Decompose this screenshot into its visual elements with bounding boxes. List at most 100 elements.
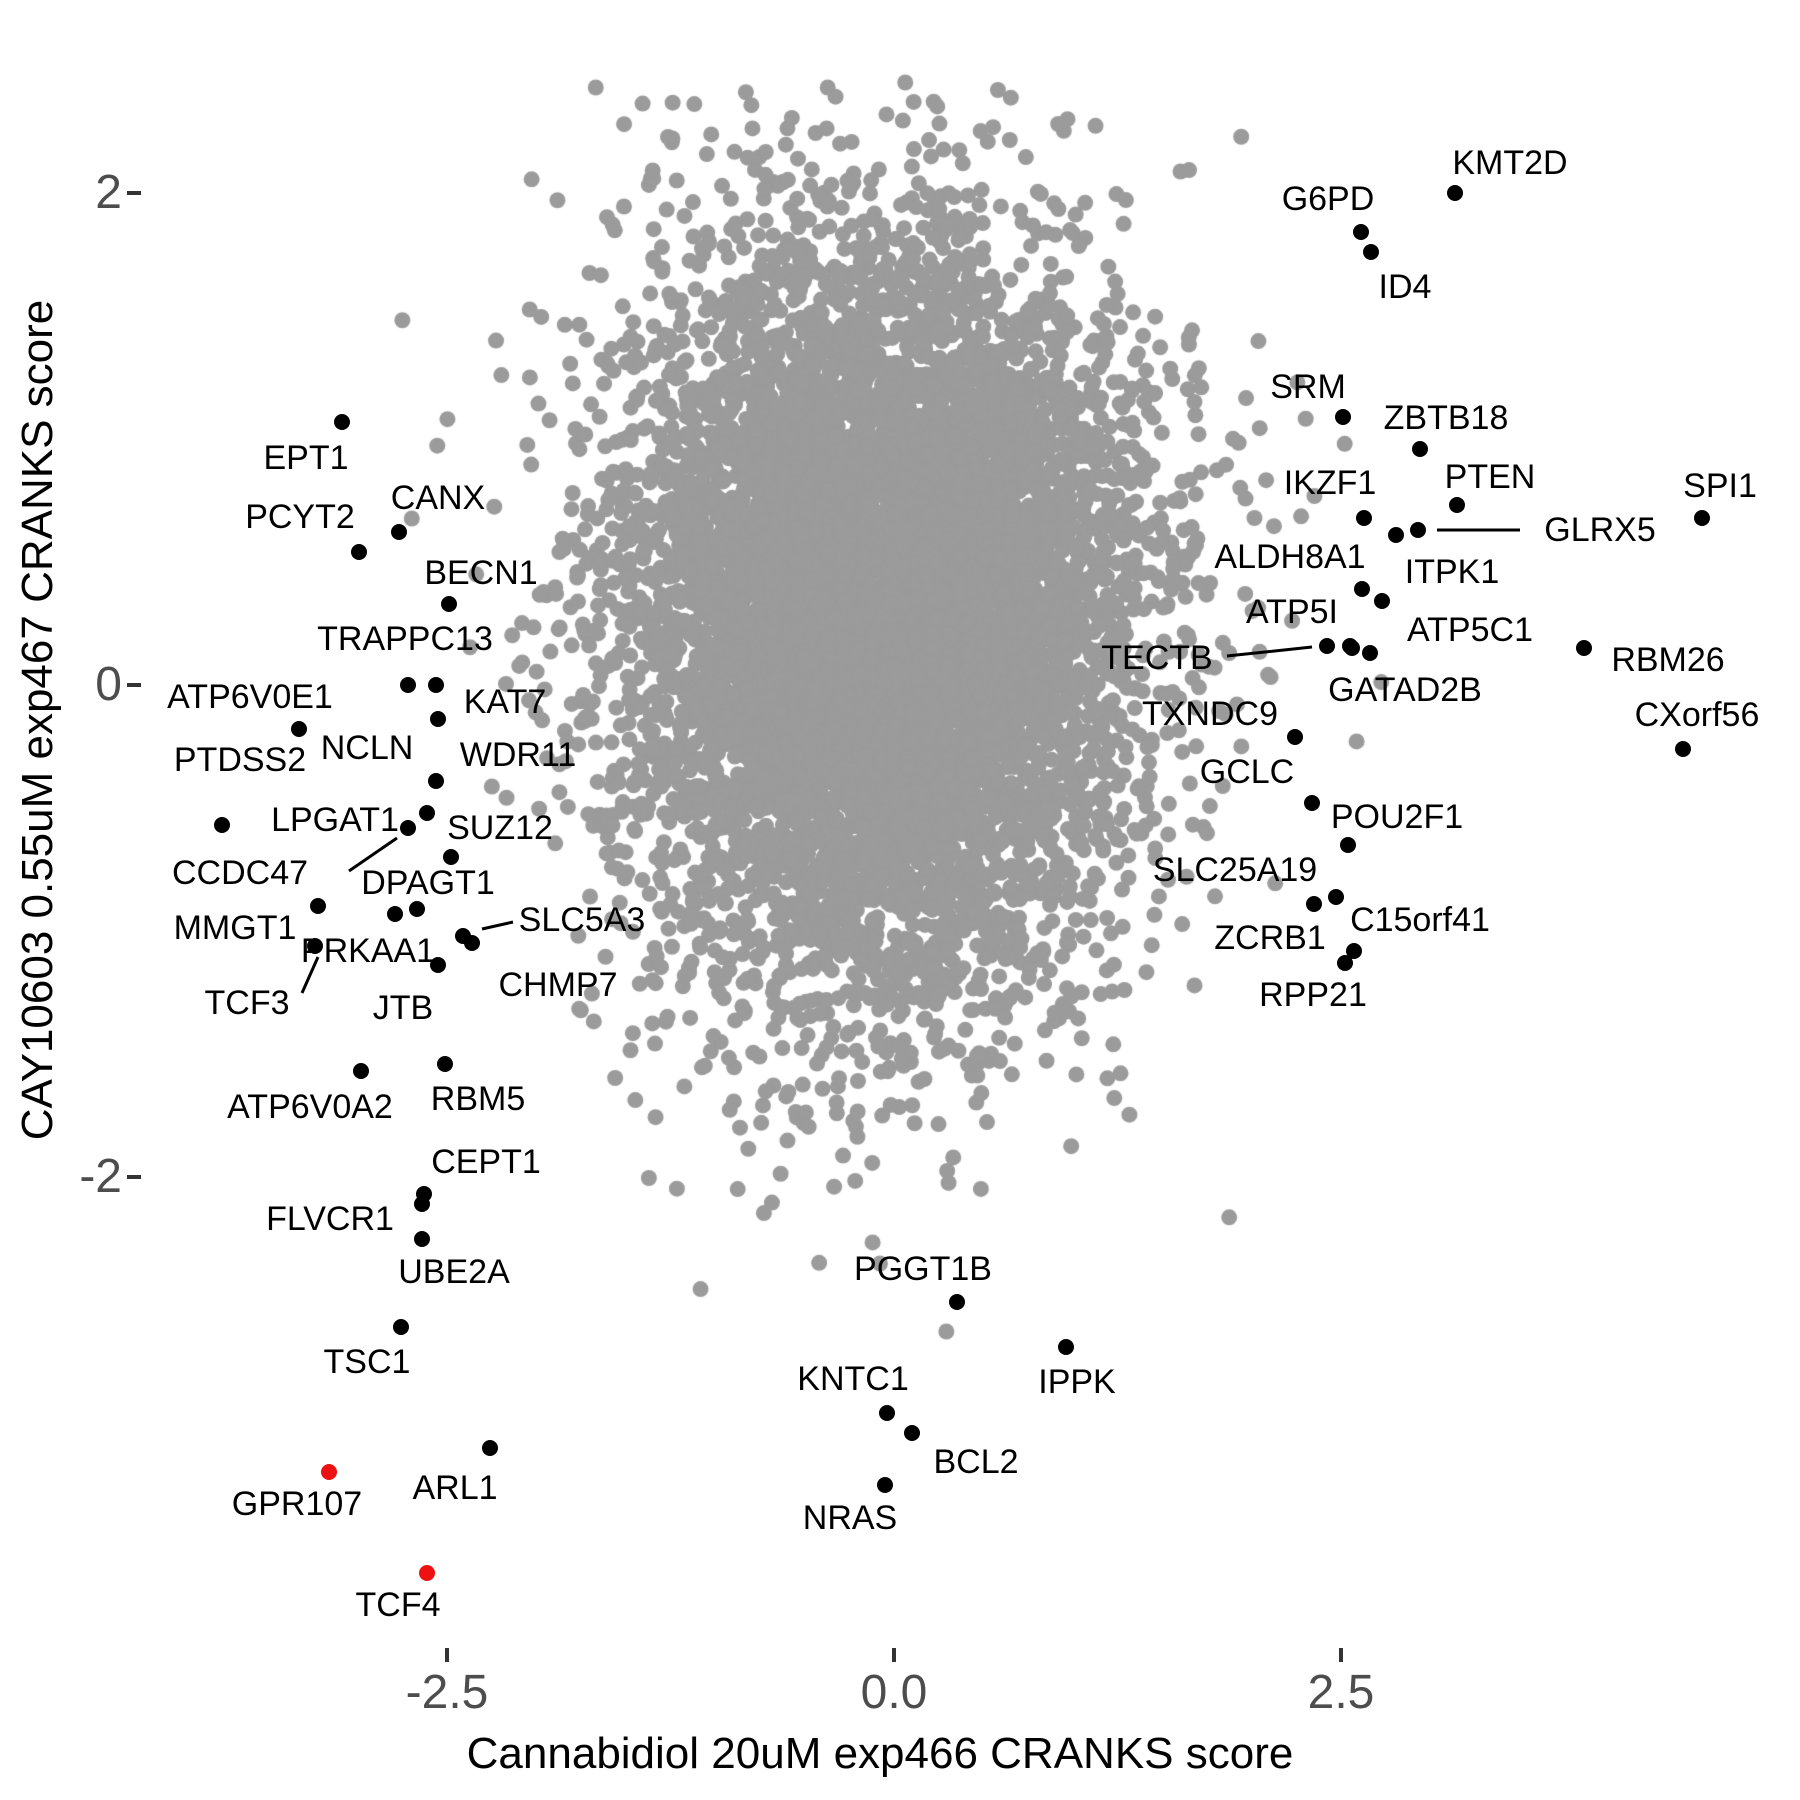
gene-point-ALDH8A1 — [1354, 581, 1371, 598]
gene-label-KNTC1: KNTC1 — [797, 1360, 909, 1398]
gene-label-CEPT1: CEPT1 — [431, 1143, 541, 1181]
gene-label-WDR11: WDR11 — [459, 736, 577, 774]
x-axis-tick-label-2.5: 2.5 — [1307, 1666, 1375, 1719]
gene-point-GCLC — [1304, 795, 1321, 812]
gene-label-ATP5C1: ATP5C1 — [1407, 611, 1533, 649]
x-axis-title: Cannabidiol 20uM exp466 CRANKS score — [466, 1729, 1294, 1778]
gene-point-JTB — [430, 957, 447, 974]
gene-label-G6PD: G6PD — [1281, 180, 1375, 218]
gene-point-CHMP7 — [464, 935, 481, 952]
gene-label-ATP5I: ATP5I — [1246, 593, 1338, 631]
gene-label-LPGAT1: LPGAT1 — [271, 801, 399, 839]
gene-point-TCF3 — [306, 937, 323, 954]
gene-point-EPT1 — [333, 413, 350, 430]
gene-point-UBE2A — [413, 1230, 430, 1247]
x-axis-tick-0.0 — [892, 1648, 896, 1662]
gene-point-DPAGT1 — [408, 900, 425, 917]
gene-label-ARL1: ARL1 — [412, 1469, 498, 1507]
gene-label-ZBTB18: ZBTB18 — [1383, 399, 1509, 437]
gene-point-CXorf56 — [1674, 740, 1691, 757]
gene-label-CCDC47: CCDC47 — [171, 854, 309, 892]
gene-label-EPT1: EPT1 — [263, 439, 349, 477]
gene-point-SRM — [1334, 408, 1351, 425]
gene-label-SRM: SRM — [1270, 368, 1346, 406]
gene-point-PTDSS2 — [213, 817, 230, 834]
gene-label-DPAGT1: DPAGT1 — [361, 864, 495, 902]
gene-point-SPI1 — [1694, 509, 1711, 526]
gene-label-PTEN: PTEN — [1444, 458, 1536, 496]
gene-point-MMGT1 — [310, 898, 327, 915]
gene-label-CANX: CANX — [390, 479, 486, 517]
gene-point-KMT2D — [1447, 185, 1464, 201]
gene-point-G6PD — [1352, 224, 1369, 241]
gene-point-NCLN — [290, 721, 307, 738]
gene-point-LPGAT1 — [419, 804, 436, 821]
gene-label-PRKAA1: PRKAA1 — [300, 932, 436, 970]
unlabeled-black-point-0 — [1388, 526, 1405, 543]
y-axis-tick-2 — [127, 191, 141, 195]
gene-point-PTEN — [1449, 497, 1466, 514]
gene-label-TCF4: TCF4 — [355, 1586, 441, 1624]
gene-label-IPPK: IPPK — [1038, 1363, 1116, 1401]
gene-label-TCF3: TCF3 — [204, 984, 290, 1022]
gene-point-ATP5C1 — [1343, 640, 1360, 657]
gene-point-IKZF1 — [1356, 509, 1373, 526]
gene-label-GCLC: GCLC — [1199, 753, 1295, 791]
gene-label-ATP6V0E1: ATP6V0E1 — [167, 678, 333, 716]
gene-label-ID4: ID4 — [1378, 268, 1432, 306]
x-axis-tick-label-0.0: 0.0 — [860, 1666, 928, 1719]
x-axis-tick--2.5 — [445, 1648, 449, 1662]
gene-label-TXNDC9: TXNDC9 — [1141, 695, 1279, 733]
gene-point-BCL2 — [903, 1424, 920, 1441]
y-axis-tick-label-2: 2 — [95, 166, 122, 219]
gene-label-FLVCR1: FLVCR1 — [266, 1200, 394, 1238]
gene-point-ATP6V0A2 — [353, 1063, 370, 1080]
y-axis-title: CAY10603 0.55uM exp467 CRANKS score — [13, 299, 62, 1141]
gene-label-CHMP7: CHMP7 — [498, 966, 618, 1004]
gene-point-GLRX5 — [1409, 522, 1426, 539]
gene-label-GATAD2B: GATAD2B — [1328, 671, 1482, 709]
gene-label-C15orf41: C15orf41 — [1350, 901, 1490, 939]
gene-label-JTB: JTB — [372, 989, 434, 1027]
gene-label-ATP6V0A2: ATP6V0A2 — [227, 1088, 393, 1126]
gene-point-SLC25A19 — [1306, 895, 1323, 912]
gene-label-KMT2D: KMT2D — [1452, 144, 1568, 182]
gene-label-SPI1: SPI1 — [1683, 467, 1757, 505]
gene-point-PRKAA1 — [387, 905, 404, 922]
gene-point-RBM5 — [437, 1055, 454, 1072]
gene-point-TCF4 — [419, 1565, 436, 1582]
gene-label-GPR107: GPR107 — [231, 1485, 363, 1523]
gene-point-NRAS — [877, 1476, 894, 1493]
gene-point-WDR11 — [428, 772, 445, 789]
gene-label-PGGT1B: PGGT1B — [854, 1250, 992, 1288]
y-axis-tick-label-0: 0 — [95, 658, 122, 711]
gene-label-ITPK1: ITPK1 — [1404, 553, 1500, 591]
gene-point-TSC1 — [392, 1319, 409, 1336]
gene-point-TECTB — [1318, 637, 1335, 654]
gene-label-SLC5A3: SLC5A3 — [518, 901, 646, 939]
y-axis-tick-label--2: -2 — [79, 1150, 122, 1203]
gene-point-SUZ12 — [442, 849, 459, 866]
gene-label-ZCRB1: ZCRB1 — [1214, 919, 1326, 957]
y-axis-tick-0 — [127, 683, 141, 687]
gene-label-KAT7: KAT7 — [463, 683, 547, 721]
gene-point-FLVCR1 — [413, 1196, 430, 1213]
gene-point-ID4 — [1363, 244, 1380, 261]
gene-point-TXNDC9 — [1286, 728, 1303, 745]
gene-point-ATP6V0E1 — [399, 677, 416, 693]
gene-label-TECTB: TECTB — [1101, 639, 1213, 677]
gene-label-PCYT2: PCYT2 — [245, 498, 355, 536]
gene-point-KNTC1 — [878, 1405, 895, 1422]
gene-point-POU2F1 — [1340, 836, 1357, 853]
gene-label-BCL2: BCL2 — [933, 1443, 1019, 1481]
x-axis-tick-label--2.5: -2.5 — [405, 1666, 489, 1719]
gene-point-BECN1 — [440, 595, 457, 612]
gene-label-RBM5: RBM5 — [430, 1080, 526, 1118]
gene-point-RPP21 — [1336, 954, 1353, 971]
gene-label-ALDH8A1: ALDH8A1 — [1214, 538, 1366, 576]
gene-label-PTDSS2: PTDSS2 — [173, 741, 307, 779]
gene-point-ZCRB1 — [1345, 942, 1362, 959]
gene-label-NCLN: NCLN — [320, 729, 414, 767]
